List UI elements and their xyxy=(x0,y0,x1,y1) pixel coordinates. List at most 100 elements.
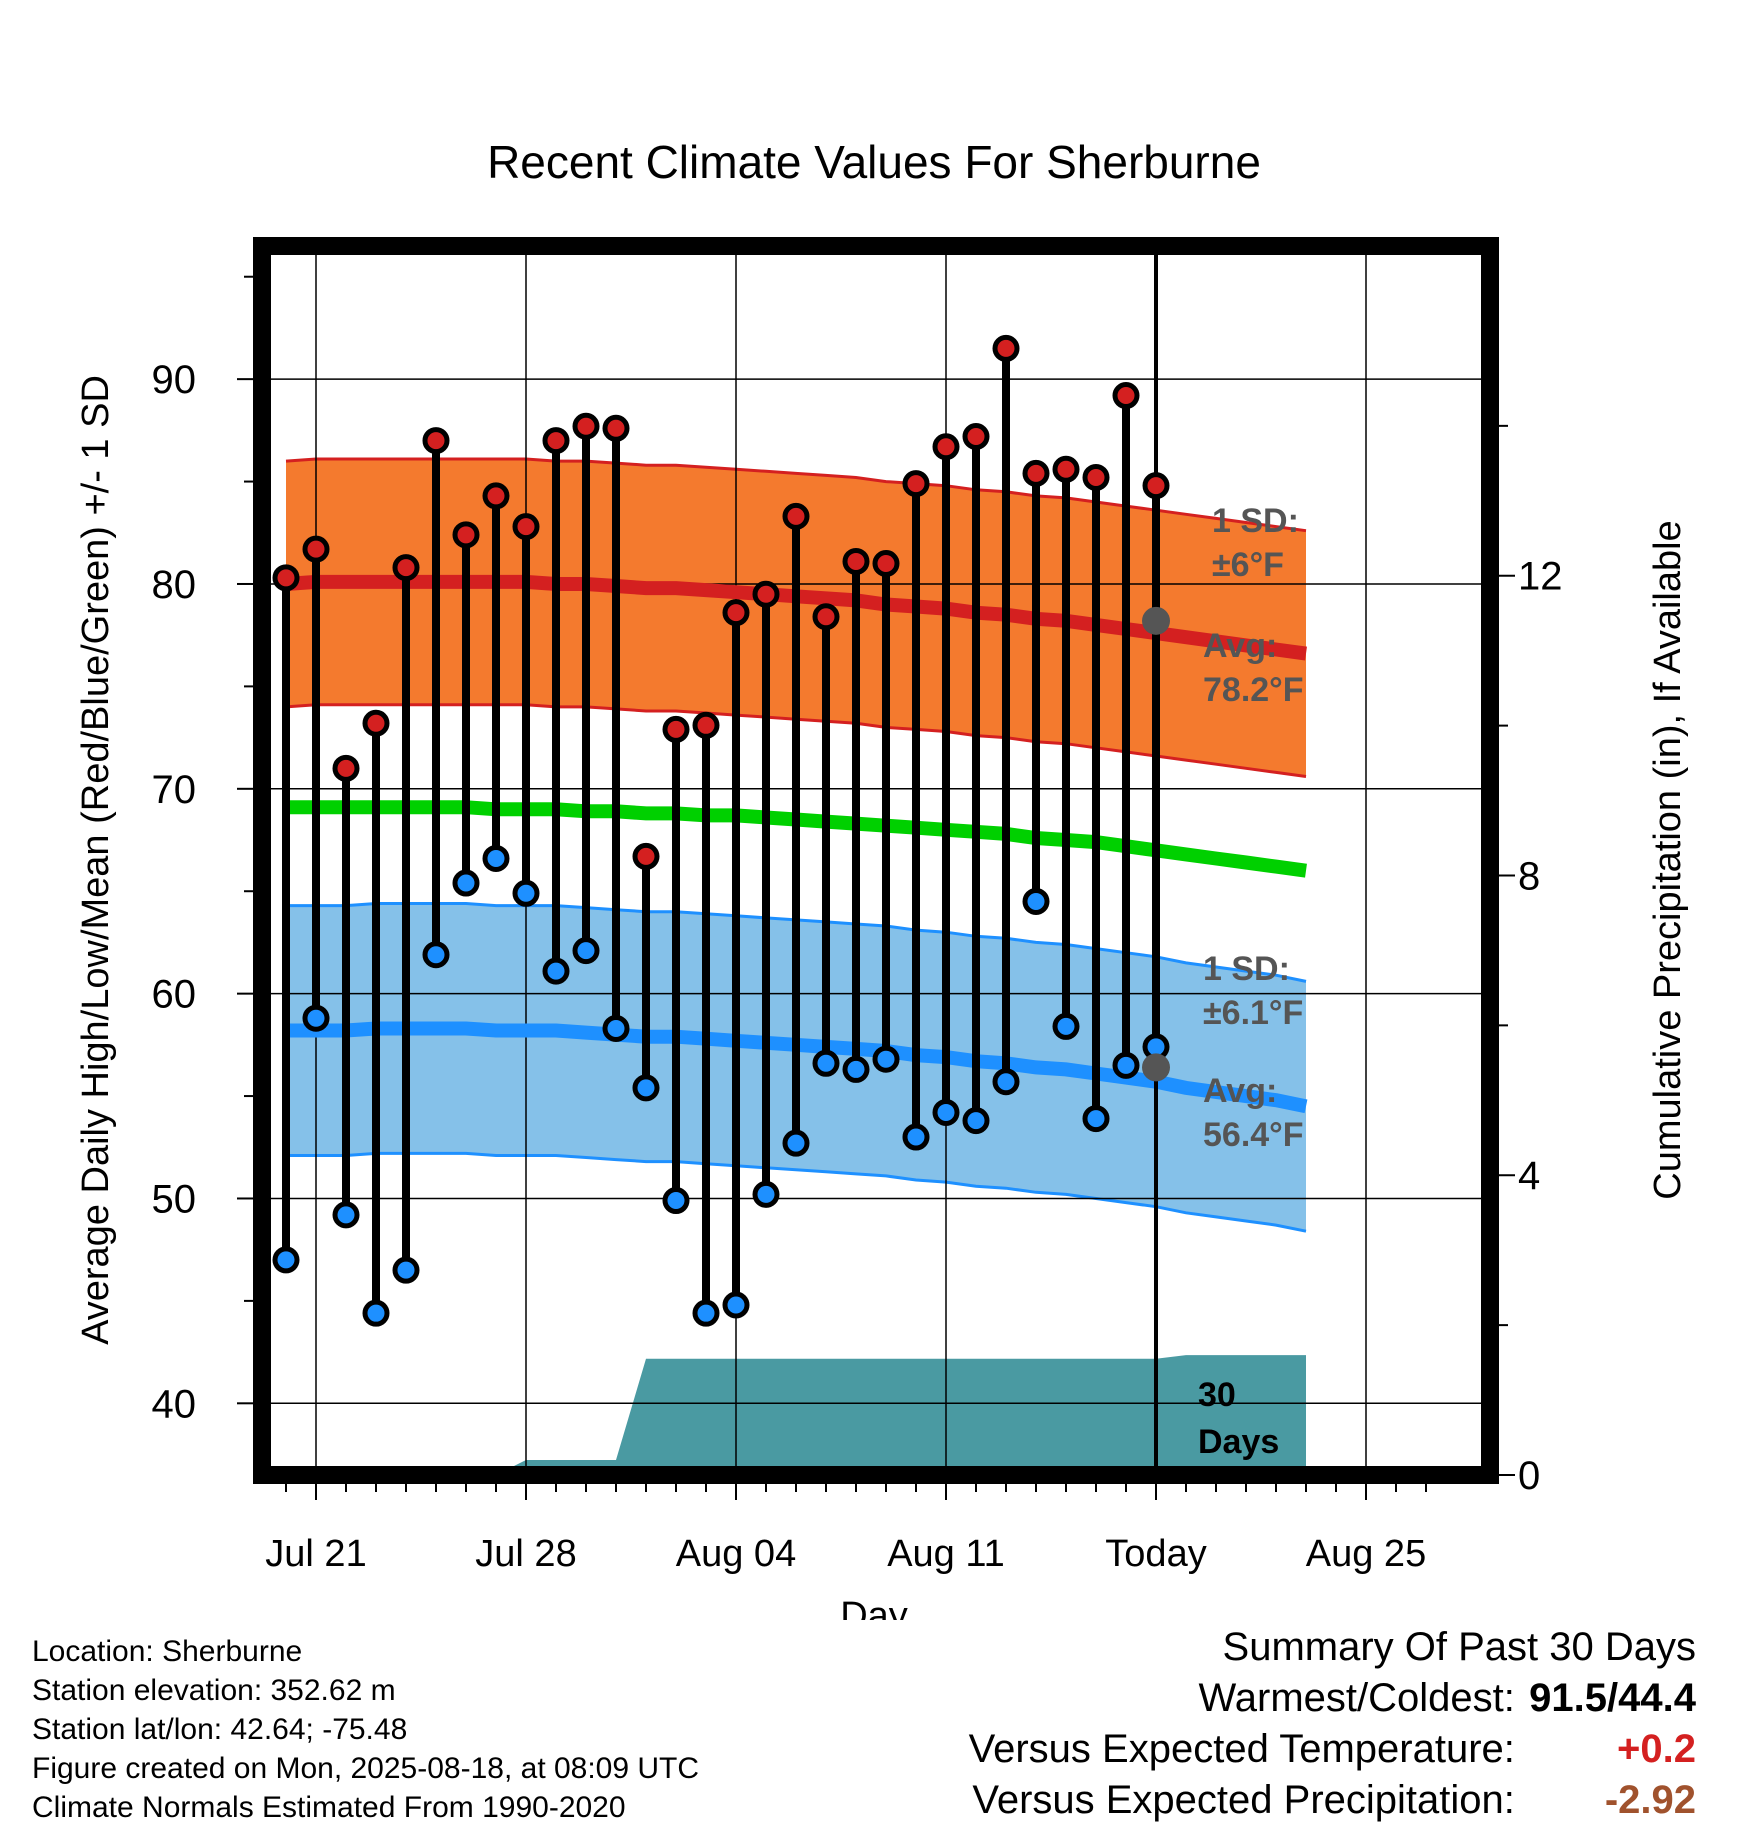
daily-low-point xyxy=(1052,1012,1080,1040)
daily-high-point xyxy=(1142,472,1170,500)
x-tick-label: Jul 28 xyxy=(475,1533,576,1575)
y-tick-label: 80 xyxy=(152,563,197,607)
daily-low-point xyxy=(932,1098,960,1126)
daily-low-point xyxy=(302,1004,330,1032)
daily-low-point xyxy=(752,1180,780,1208)
created-text: Figure created on Mon, 2025-08-18, at 08… xyxy=(32,1752,700,1785)
today-days-number: 30 xyxy=(1198,1376,1236,1414)
y-tick-label: 70 xyxy=(152,768,197,812)
daily-high-point xyxy=(422,427,450,455)
daily-low-point xyxy=(482,844,510,872)
daily-low-point xyxy=(332,1201,360,1229)
y2-tick-label: 12 xyxy=(1518,555,1563,599)
x-tick-label: Aug 11 xyxy=(887,1533,1005,1575)
daily-high-point xyxy=(482,482,510,510)
daily-high-point xyxy=(392,554,420,582)
high-avg-marker xyxy=(1142,606,1170,635)
warm-cold-label: Warmest/Coldest: xyxy=(1198,1676,1515,1720)
daily-high-point xyxy=(1112,382,1140,410)
daily-high-point xyxy=(1022,459,1050,487)
daily-low-point xyxy=(722,1291,750,1319)
daily-low-point xyxy=(422,941,450,969)
daily-high-point xyxy=(1082,463,1110,491)
daily-low-point xyxy=(542,957,570,985)
y2-axis-label: Cumulative Precipitation (in), If Availa… xyxy=(1647,520,1689,1199)
high-sd-value: ±6°F xyxy=(1212,546,1284,584)
daily-low-point xyxy=(1082,1105,1110,1133)
temp-value: +0.2 xyxy=(1617,1727,1696,1771)
warm-cold-value: 91.5/44.4 xyxy=(1529,1676,1696,1720)
x-tick-label: Aug 04 xyxy=(676,1533,796,1575)
daily-high-point xyxy=(632,842,660,870)
elevation-text: Station elevation: 352.62 m xyxy=(32,1674,396,1707)
daily-low-point xyxy=(602,1014,630,1042)
daily-high-point xyxy=(812,603,840,631)
chart-title: Recent Climate Values For Sherburne xyxy=(487,136,1261,188)
summary-heading: Summary Of Past 30 Days xyxy=(1222,1625,1696,1669)
daily-low-point xyxy=(392,1256,420,1284)
x-axis-label: Day xyxy=(840,1595,908,1620)
daily-high-point xyxy=(452,521,480,549)
y-tick-label: 90 xyxy=(152,358,197,402)
low-sd-label: 1 SD: xyxy=(1203,950,1290,988)
plot-area: 1 SD: ±6°F Avg: 78.2°F 1 SD: ±6.1°F Avg: 56.4°F… xyxy=(152,237,1563,1575)
daily-high-point xyxy=(572,412,600,440)
daily-high-point xyxy=(932,433,960,461)
latlon-text: Station lat/lon: 42.64; -75.48 xyxy=(32,1713,408,1746)
warm-cold-row: Warmest/Coldest: 91.5/44.4 xyxy=(969,1673,1697,1724)
temp-label: Versus Expected Temperature: xyxy=(968,1727,1515,1771)
precip-area xyxy=(286,1355,1306,1475)
x-tick-label: Today xyxy=(1105,1533,1206,1575)
x-tick-label: Aug 25 xyxy=(1306,1533,1426,1575)
low-sd-value: ±6.1°F xyxy=(1203,994,1303,1032)
daily-low-point xyxy=(362,1299,390,1327)
y-axis-label: Average Daily High/Low/Mean (Red/Blue/Gr… xyxy=(75,375,117,1345)
daily-high-point xyxy=(872,549,900,577)
daily-high-point xyxy=(722,599,750,627)
precip-row: Versus Expected Precipitation: -2.92 xyxy=(969,1775,1696,1826)
summary-panel: Summary Of Past 30 Days Warmest/Coldest:… xyxy=(969,1622,1696,1826)
daily-high-point xyxy=(542,427,570,455)
daily-high-point xyxy=(752,580,780,608)
daily-low-point xyxy=(1022,887,1050,915)
location-text: Location: Sherburne xyxy=(32,1635,303,1668)
low-sd-lower-line xyxy=(286,1151,1307,1233)
daily-low-point xyxy=(692,1299,720,1327)
high-avg-label: Avg: xyxy=(1203,627,1277,665)
daily-low-point xyxy=(992,1068,1020,1096)
high-sd-upper-line xyxy=(285,457,1307,533)
high-avg-value: 78.2°F xyxy=(1203,671,1304,709)
low-avg-marker xyxy=(1142,1053,1170,1082)
daily-high-point xyxy=(272,564,300,592)
daily-high-point xyxy=(782,502,810,530)
daily-high-point xyxy=(512,513,540,541)
precip-label: Versus Expected Precipitation: xyxy=(972,1778,1515,1822)
daily-high-point xyxy=(302,535,330,563)
y-tick-label: 40 xyxy=(152,1382,197,1426)
today-days-word: Days xyxy=(1198,1423,1279,1461)
daily-low-point xyxy=(512,879,540,907)
daily-high-point xyxy=(1052,455,1080,483)
y2-tick-label: 4 xyxy=(1518,1154,1540,1198)
daily-high-point xyxy=(692,711,720,739)
daily-high-point xyxy=(662,715,690,743)
daily-low-point xyxy=(962,1107,990,1135)
daily-low-point xyxy=(1112,1051,1140,1079)
daily-low-point xyxy=(272,1246,300,1274)
plot-frame xyxy=(253,237,1499,1484)
daily-high-point xyxy=(362,709,390,737)
daily-high-point xyxy=(842,547,870,575)
daily-high-point xyxy=(602,414,630,442)
low-avg-value: 56.4°F xyxy=(1203,1116,1304,1154)
daily-low-point xyxy=(902,1123,930,1151)
daily-low-point xyxy=(842,1055,870,1083)
high-sd-label: 1 SD: xyxy=(1212,502,1299,540)
daily-high-point xyxy=(962,422,990,450)
y2-tick-label: 0 xyxy=(1518,1454,1540,1498)
daily-low-point xyxy=(632,1074,660,1102)
daily-low-point xyxy=(872,1045,900,1073)
precip-value: -2.92 xyxy=(1604,1778,1696,1822)
daily-high-point xyxy=(332,754,360,782)
low-avg-label: Avg: xyxy=(1203,1072,1277,1110)
y2-tick-label: 8 xyxy=(1518,854,1540,898)
